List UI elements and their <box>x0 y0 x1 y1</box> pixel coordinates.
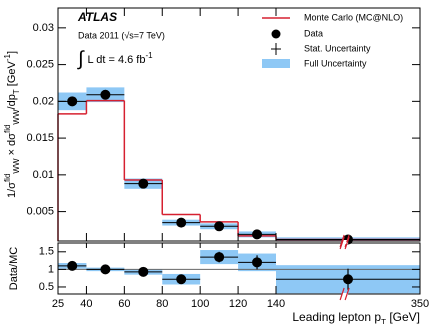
y-axis-label-part: WW <box>12 158 21 174</box>
y-tick-label: 0.015 <box>26 132 54 144</box>
data-point <box>343 274 353 285</box>
ratio-y-tick-label: 1 <box>48 263 54 275</box>
data-point <box>214 252 225 263</box>
x-axis-label: Leading lepton pT [GeV] <box>292 310 420 324</box>
y-axis-label-part: /dp <box>6 94 18 109</box>
lumi-label: ∫ L dt = 4.6 fb-1 <box>77 48 153 70</box>
x-tick-label: 60 <box>118 298 130 310</box>
y-axis-label: 1/σfidWW × dσfidWW/dpT [GeV-1] <box>3 51 21 198</box>
ratio-y-axis-label: Data/MC <box>8 247 20 290</box>
y-axis-label-part: T <box>12 89 21 94</box>
x-tick-label: 80 <box>156 298 168 310</box>
axis-break-mark <box>339 287 345 301</box>
legend-data-swatch <box>271 29 281 39</box>
axis-break-gap <box>342 240 349 242</box>
axis-break-gap <box>342 293 349 295</box>
x-tick-label: 120 <box>229 298 247 310</box>
data-point <box>67 96 78 107</box>
data-point <box>176 217 187 228</box>
data-point <box>176 274 187 285</box>
axis-break-mark <box>339 234 345 248</box>
ratio-y-tick-label: 1.5 <box>39 246 54 258</box>
axis-break-gap <box>342 242 349 244</box>
main-frame <box>57 7 421 242</box>
y-axis-label-part: -1 <box>3 54 12 62</box>
data-point <box>138 178 149 189</box>
dataset-label: Data 2011 (√s=7 TeV) <box>78 30 165 40</box>
legend-label: Full Uncertainty <box>304 58 367 68</box>
data-point <box>67 260 78 271</box>
y-tick-label: 0.01 <box>33 169 54 181</box>
legend-label: Data <box>304 28 323 38</box>
y-tick-label: 0.025 <box>26 59 54 71</box>
y-tick-label: 0.005 <box>26 206 54 218</box>
x-axis-label-part: [GeV] <box>386 310 420 324</box>
lumi-label-part: ∫ <box>77 48 85 70</box>
x-tick-label: 350 <box>411 298 429 310</box>
x-axis-label-part: T <box>381 318 386 324</box>
data-point <box>100 264 111 275</box>
ratio-y-tick-label: 0.5 <box>39 281 54 293</box>
data-point <box>138 266 149 277</box>
data-point <box>252 229 263 240</box>
axis-break-mark <box>344 236 350 250</box>
x-tick-label: 100 <box>191 298 209 310</box>
y-axis-label-part: fid <box>3 125 12 133</box>
y-axis-label-part: [GeV <box>6 61 18 90</box>
x-tick-label: 25 <box>52 298 64 310</box>
x-axis-label-part: Leading lepton p <box>292 310 381 324</box>
lumi-label-part: -1 <box>145 51 153 60</box>
y-tick-label: 0.02 <box>33 95 54 107</box>
x-tick-label: 140 <box>267 298 285 310</box>
data-point <box>100 89 111 100</box>
y-axis-label-part: ] <box>6 51 18 54</box>
data-point <box>214 221 225 232</box>
x-tick-label: 40 <box>80 298 92 310</box>
axis-break-mark <box>344 234 350 248</box>
y-axis-label-part: × dσ <box>6 133 18 159</box>
legend-label: Stat. Uncertainty <box>304 43 371 53</box>
data-point <box>252 257 263 268</box>
y-tick-label: 0.03 <box>33 22 54 34</box>
legend-label: Monte Carlo (MC@NLO) <box>304 12 403 22</box>
atlas-label: ATLAS <box>77 10 117 24</box>
y-axis-label-part: 1/σ <box>6 182 18 198</box>
y-axis-label-part: fid <box>3 174 12 182</box>
ratio-frame <box>57 242 421 295</box>
lumi-label-part: L dt = 4.6 fb <box>87 54 145 66</box>
legend-full-swatch <box>262 59 290 68</box>
y-axis-label-part: WW <box>12 109 21 125</box>
axis-break-mark <box>339 236 345 250</box>
axis-break-mark <box>344 287 350 301</box>
